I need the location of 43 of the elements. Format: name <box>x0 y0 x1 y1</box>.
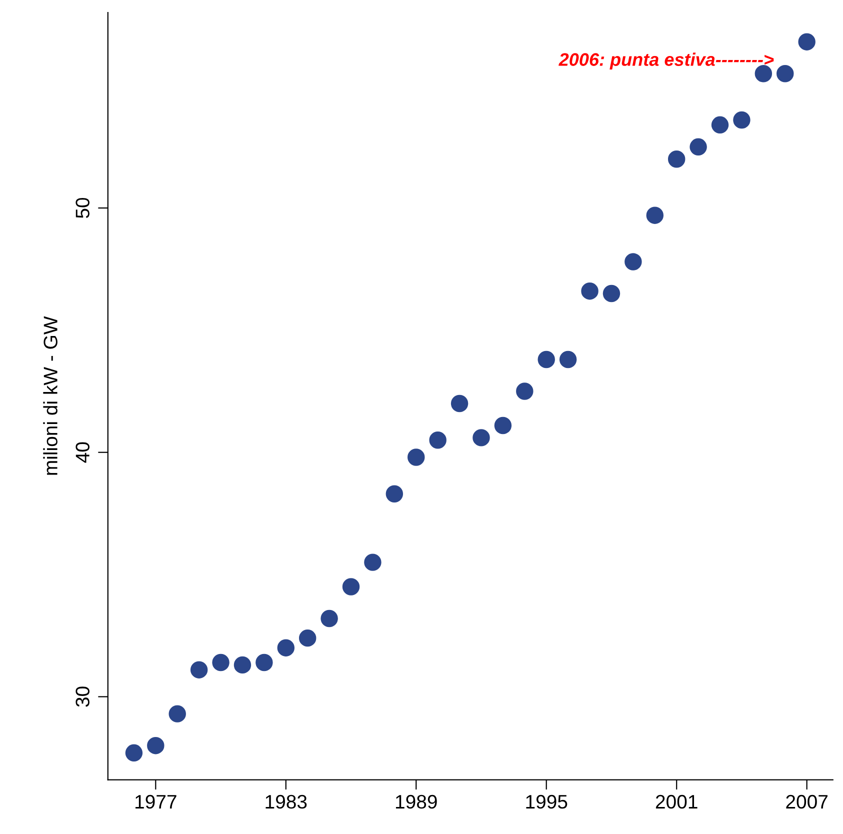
point <box>190 661 208 678</box>
point <box>125 744 143 762</box>
x-tick-label: 1995 <box>526 794 568 809</box>
point <box>472 429 490 446</box>
point <box>581 282 598 300</box>
point <box>538 350 555 368</box>
annotation: 2006: punta estiva--------> <box>558 52 774 70</box>
x-tick-label: 1977 <box>136 794 176 809</box>
point <box>212 654 230 672</box>
point <box>494 416 512 434</box>
point <box>624 253 642 270</box>
y-tick-label: 40 <box>76 442 90 463</box>
point <box>364 554 382 571</box>
x-tick-label: 2001 <box>656 794 698 809</box>
point <box>711 116 729 134</box>
point <box>342 578 360 596</box>
point <box>298 629 316 647</box>
point <box>277 639 295 656</box>
point <box>646 206 664 224</box>
point <box>754 64 772 82</box>
y-axis-title: milioni di kW - GW <box>43 316 58 475</box>
y-tick-label: 50 <box>76 198 90 218</box>
point <box>559 350 577 368</box>
x-tick-label: 2007 <box>786 794 828 809</box>
point <box>168 705 186 722</box>
point <box>147 736 164 754</box>
x-tick-label: 1989 <box>396 794 437 809</box>
point <box>234 656 252 674</box>
point <box>733 111 750 129</box>
point <box>408 448 425 466</box>
point <box>450 394 468 412</box>
point <box>798 33 816 50</box>
point <box>429 432 446 449</box>
point <box>320 610 338 628</box>
y-tick-label: 30 <box>76 686 90 707</box>
point <box>516 382 534 400</box>
point <box>386 485 404 503</box>
point <box>668 150 686 168</box>
point <box>690 138 707 156</box>
point <box>602 284 620 302</box>
x-tick-label: 1983 <box>266 794 307 809</box>
point <box>776 64 794 82</box>
point <box>256 654 273 672</box>
